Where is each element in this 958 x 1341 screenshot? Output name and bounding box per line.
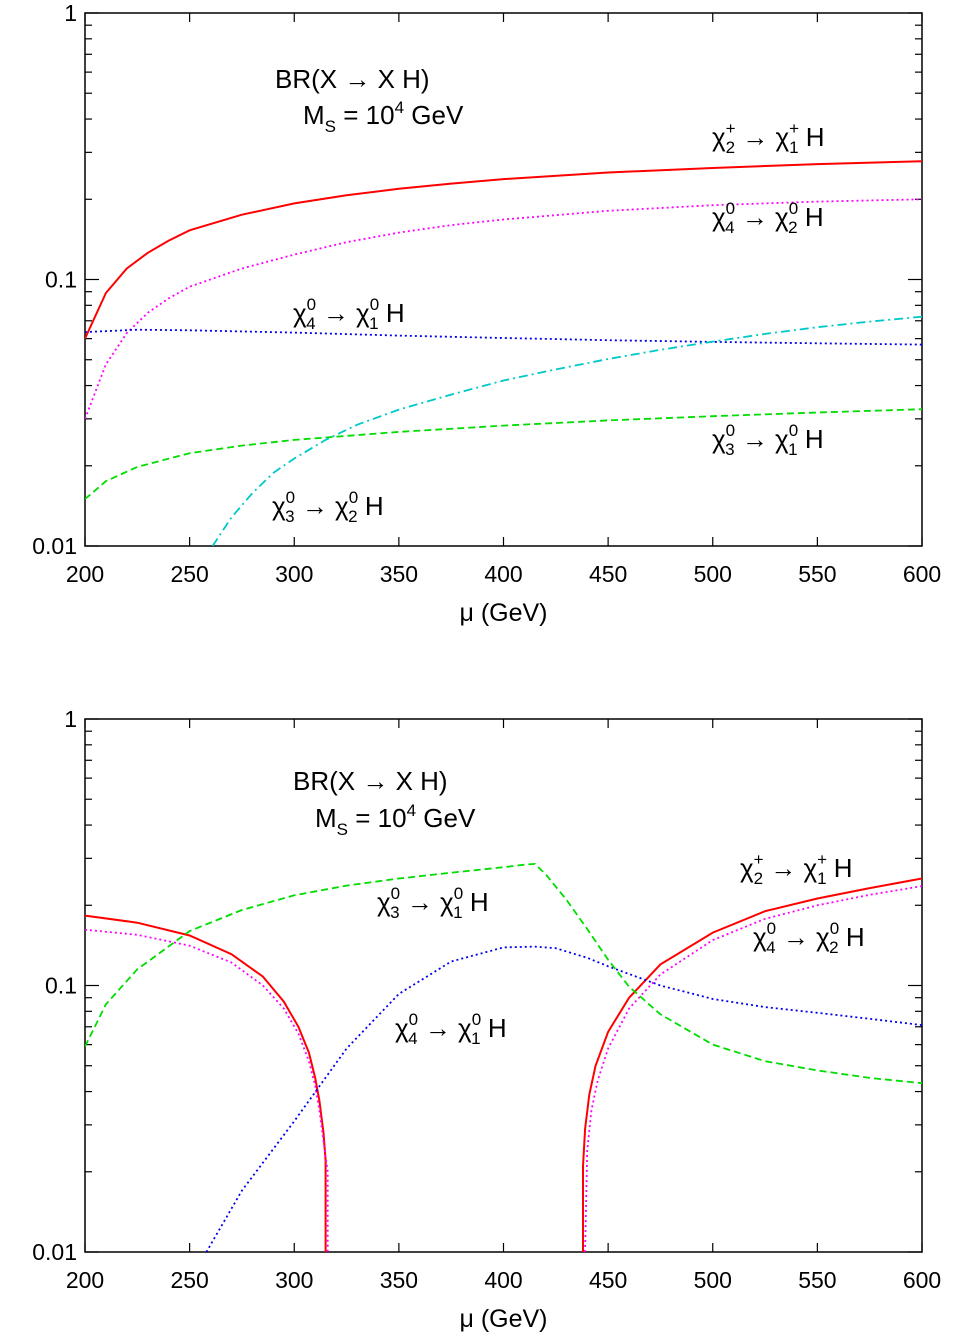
series-label: χ0 4 → χ0 1 H xyxy=(395,1010,507,1048)
y-tick-label: 1 xyxy=(64,706,77,732)
x-tick-label: 350 xyxy=(380,561,418,587)
x-tick-label: 200 xyxy=(66,1267,104,1293)
chart-subtitle: MS = 104 GeV xyxy=(315,801,476,839)
x-tick-label: 400 xyxy=(484,1267,522,1293)
series-line xyxy=(85,160,922,340)
x-tick-label: 500 xyxy=(694,561,732,587)
x-axis-title: μ (GeV) xyxy=(459,1305,547,1333)
y-tick-label: 0.01 xyxy=(32,1239,77,1265)
series-line xyxy=(85,914,327,1252)
chart-panel-1: 200 250 300 350 400 450 500 550 600 0.01 0.1 1 μ (Ge… xyxy=(32,0,941,627)
x-tick-label: 400 xyxy=(484,561,522,587)
x-tick-label: 300 xyxy=(275,1267,313,1293)
chart-title: BR(X → X H) xyxy=(293,766,448,796)
x-tick-label: 600 xyxy=(903,1267,941,1293)
series-line xyxy=(582,877,922,1252)
x-tick-label: 550 xyxy=(798,561,836,587)
series-line xyxy=(85,328,922,346)
x-tick-label: 450 xyxy=(589,1267,627,1293)
series-line xyxy=(85,198,922,420)
plot-frame xyxy=(84,718,923,1253)
series-label: χ0 3 → χ0 2 H xyxy=(272,488,384,526)
series-line xyxy=(85,862,922,1085)
y-tick-label: 0.01 xyxy=(32,533,77,559)
series-label: χ+ 2 → χ+ 1 H xyxy=(712,119,825,157)
chart-panel-2: 200 250 300 350 400 450 500 550 600 0.01 0.1 1 μ (Ge… xyxy=(32,706,941,1333)
x-tick-label: 250 xyxy=(170,1267,208,1293)
series-line xyxy=(85,928,329,1252)
series-label: χ0 3 → χ0 1 H xyxy=(377,884,489,922)
x-tick-label: 550 xyxy=(798,1267,836,1293)
x-tick-label: 600 xyxy=(903,561,941,587)
series-label: χ+ 2 → χ+ 1 H xyxy=(740,850,853,888)
y-tick-label: 0.1 xyxy=(45,267,77,293)
x-axis-title: μ (GeV) xyxy=(459,599,547,627)
series-line xyxy=(584,885,922,1252)
series-line xyxy=(211,315,922,546)
x-tick-label: 300 xyxy=(275,561,313,587)
series-label: χ0 4 → χ0 1 H xyxy=(293,295,405,333)
x-tick-label: 350 xyxy=(380,1267,418,1293)
y-tick-label: 0.1 xyxy=(45,973,77,999)
chart-subtitle: MS = 104 GeV xyxy=(303,98,464,136)
series-label: χ0 4 → χ0 2 H xyxy=(753,919,865,957)
x-tick-label: 500 xyxy=(694,1267,732,1293)
x-tick-label: 200 xyxy=(66,561,104,587)
x-tick-label: 450 xyxy=(589,561,627,587)
series-label: χ0 3 → χ0 1 H xyxy=(712,421,824,459)
series-label: χ0 4 → χ0 2 H xyxy=(712,199,824,237)
series-line xyxy=(85,408,922,500)
y-tick-label: 1 xyxy=(64,0,77,26)
series-line xyxy=(205,945,922,1252)
x-tick-label: 250 xyxy=(170,561,208,587)
chart-title: BR(X → X H) xyxy=(275,64,430,94)
